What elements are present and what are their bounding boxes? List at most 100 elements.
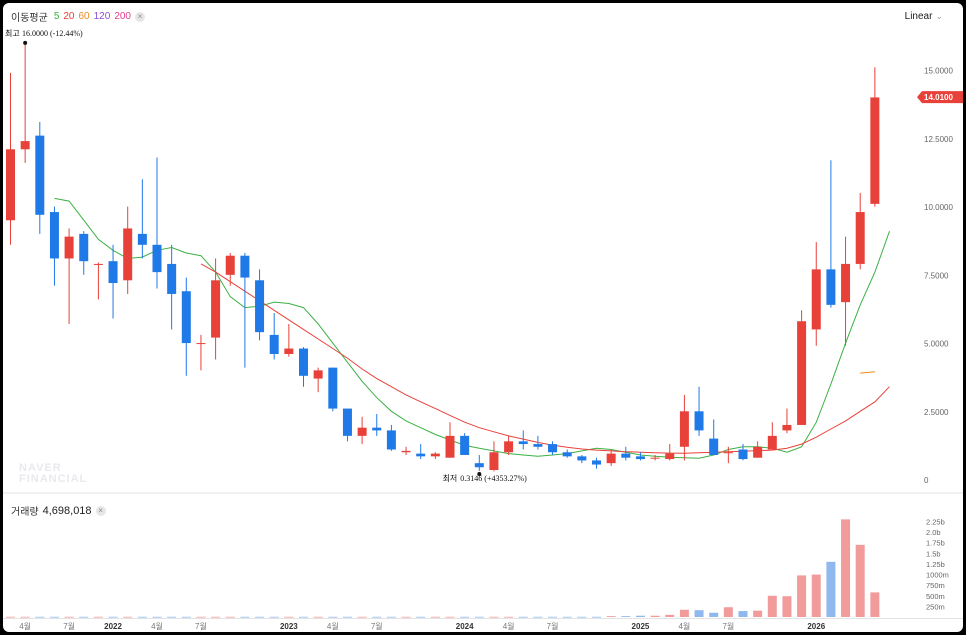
volume-bar — [152, 616, 162, 618]
chart-canvas[interactable]: 0 2.5000 5.0000 7.5000 10.0000 12.5000 15.0000… — [3, 3, 963, 632]
candle-body — [621, 453, 631, 458]
low-value: 0.3146 (+4353.27%) — [460, 474, 527, 483]
candle-body — [313, 370, 323, 379]
close-icon[interactable]: × — [95, 505, 106, 516]
grid — [3, 492, 963, 619]
candle — [225, 253, 235, 286]
volume-bar — [548, 616, 558, 618]
moving-average-legend[interactable]: 이동평균 5 20 60 120 200 × — [11, 9, 145, 24]
ma-legend-60[interactable]: 60 — [78, 11, 90, 22]
candle — [6, 72, 15, 245]
candle — [562, 449, 572, 458]
candle-body — [299, 348, 308, 376]
current-price-label: 14.0100 — [924, 93, 953, 102]
ma-legend-120[interactable]: 120 — [93, 11, 111, 22]
candle-body — [606, 453, 616, 464]
volume-bar — [6, 616, 15, 618]
ma-legend-200[interactable]: 200 — [114, 11, 131, 22]
time-tick-label: 4월 — [327, 621, 339, 631]
volume-bar — [386, 616, 396, 618]
volume-bar — [592, 616, 601, 618]
candle-body — [372, 427, 382, 431]
candles — [6, 42, 880, 472]
time-tick-label: 2026 — [807, 622, 825, 631]
candle — [797, 310, 807, 425]
volume-bar — [738, 611, 748, 617]
candle-body — [240, 255, 250, 278]
candle-body — [342, 408, 352, 436]
candle — [621, 446, 631, 461]
volume-bar — [753, 610, 763, 617]
candle — [753, 441, 763, 458]
volume-bar — [181, 616, 191, 618]
candle — [841, 236, 851, 346]
volume-bar — [137, 616, 147, 618]
candle-body — [548, 444, 558, 453]
candle — [211, 258, 221, 360]
candle-body — [489, 452, 499, 470]
volume-legend[interactable]: 거래량 4,698,018 × — [11, 503, 106, 518]
candle — [870, 67, 880, 207]
price-tick-label: 5.0000 — [924, 340, 949, 349]
candle-body — [504, 441, 514, 453]
candle-body — [64, 236, 74, 259]
volume-bar — [240, 616, 250, 618]
volume-bar — [20, 616, 30, 618]
candle — [650, 454, 660, 461]
volume-bar — [255, 616, 265, 618]
candle — [855, 192, 865, 270]
time-tick-label: 2022 — [104, 622, 122, 631]
candle-body — [753, 446, 763, 458]
volume-bar — [504, 616, 514, 618]
candle — [196, 334, 206, 371]
ma-legend-20[interactable]: 20 — [63, 11, 75, 22]
candle — [577, 454, 587, 464]
volume-bar — [211, 616, 221, 618]
volume-bar — [269, 616, 279, 618]
time-tick-label: 2025 — [632, 622, 650, 631]
candle-body — [79, 233, 89, 262]
scale-selector[interactable]: Linear ⌄ — [905, 11, 943, 22]
volume-tick-label: 250m — [926, 602, 945, 611]
volume-bar — [445, 616, 455, 618]
volume-tick-label: 2.25b — [926, 517, 945, 526]
time-tick-label: 4월 — [678, 621, 690, 631]
current-price-tag — [917, 91, 963, 104]
volume-bar — [64, 616, 74, 618]
candle-body — [592, 460, 601, 465]
volume-bar — [342, 616, 352, 618]
ma-line-60 — [860, 371, 875, 374]
ma-legend-label: 이동평균 — [11, 13, 48, 24]
close-icon[interactable]: × — [135, 11, 145, 22]
candle — [533, 435, 543, 450]
candle-body — [430, 453, 440, 457]
volume-label: 거래량 — [11, 507, 39, 518]
candle-body — [49, 212, 59, 259]
candle-body — [665, 453, 675, 460]
candle — [240, 253, 250, 368]
ma-legend-5[interactable]: 5 — [53, 11, 60, 22]
volume-bar — [650, 615, 660, 617]
price-tick-label: 2.5000 — [924, 408, 949, 417]
volume-bar — [679, 609, 689, 617]
candle — [35, 121, 45, 234]
candle — [386, 424, 396, 451]
candle-body — [284, 348, 294, 354]
volume-value: 4,698,018 — [42, 504, 92, 517]
volume-tick-label: 500m — [926, 592, 945, 601]
volume-bar — [665, 614, 675, 617]
time-tick-label: 4월 — [19, 621, 31, 631]
candle — [181, 277, 191, 376]
candle-body — [211, 280, 221, 338]
time-tick-label: 7월 — [722, 621, 734, 631]
watermark-logo: NAVER FINANCIAL — [19, 463, 87, 485]
candle — [328, 367, 338, 412]
candle-body — [181, 291, 191, 344]
candle-body — [782, 424, 792, 431]
candle — [284, 323, 294, 357]
candle — [93, 262, 103, 300]
candle-body — [811, 269, 821, 330]
candle-body — [35, 135, 45, 215]
candle — [782, 408, 792, 434]
candle — [401, 446, 411, 455]
